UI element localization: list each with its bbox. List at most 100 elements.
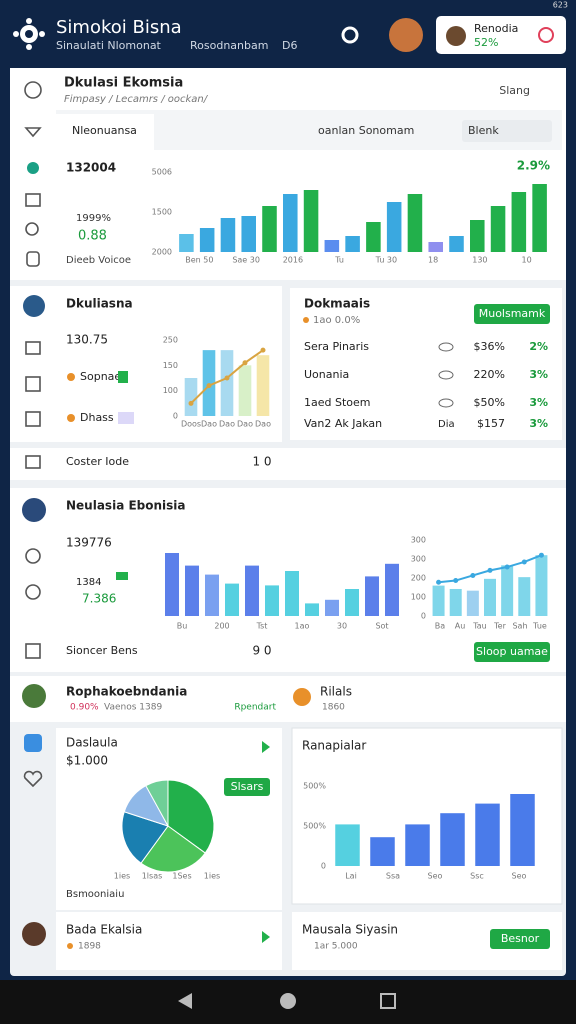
button-label[interactable]: Sloop uamae bbox=[476, 645, 548, 658]
label[interactable]: Rosodnanbam bbox=[190, 39, 268, 52]
x-label: Ssc bbox=[470, 872, 484, 881]
pie-slice bbox=[121, 811, 169, 864]
home-button[interactable] bbox=[280, 993, 296, 1009]
bar bbox=[518, 577, 531, 616]
pie-slice bbox=[145, 779, 169, 827]
line-point bbox=[242, 360, 248, 366]
table-cell: Dia bbox=[438, 419, 455, 430]
button-label[interactable]: Besnor bbox=[501, 932, 540, 945]
bar bbox=[385, 563, 399, 616]
bar bbox=[165, 553, 179, 616]
x-label: 1ao bbox=[295, 622, 310, 631]
bar bbox=[303, 190, 319, 252]
y-label: 2000 bbox=[152, 248, 172, 257]
label: 1898 bbox=[78, 942, 101, 952]
table-cell: Sera Pinaris bbox=[304, 340, 369, 353]
avatar bbox=[22, 684, 46, 708]
bar bbox=[511, 192, 527, 252]
y-label: 5006 bbox=[152, 168, 172, 177]
nav-icon[interactable] bbox=[24, 81, 42, 99]
play-icon[interactable] bbox=[262, 741, 270, 753]
bar bbox=[470, 220, 485, 252]
bar bbox=[475, 803, 500, 866]
power-icon[interactable] bbox=[538, 27, 554, 43]
button-label[interactable]: Muolsmamk bbox=[479, 307, 546, 320]
bar bbox=[345, 236, 360, 252]
nav-icon[interactable] bbox=[25, 455, 41, 469]
bar bbox=[225, 583, 239, 616]
bar bbox=[335, 824, 360, 866]
label: Vaenos 1389 bbox=[104, 703, 162, 713]
nav-icon[interactable] bbox=[23, 770, 43, 788]
y-label: 0 bbox=[421, 612, 426, 621]
bar bbox=[265, 585, 279, 616]
button[interactable] bbox=[474, 304, 550, 324]
nav-icon[interactable] bbox=[25, 584, 41, 600]
nav-icon[interactable] bbox=[25, 643, 41, 659]
tab[interactable] bbox=[56, 114, 154, 150]
bar bbox=[262, 206, 277, 252]
label: Dieeb Voicoe bbox=[66, 255, 131, 266]
card-title: Bada Ekalsia bbox=[66, 923, 142, 937]
button[interactable] bbox=[474, 642, 550, 662]
bar bbox=[407, 194, 423, 252]
label: 1999% bbox=[76, 213, 111, 224]
label[interactable]: oanlan Sonomam bbox=[318, 124, 414, 137]
label: Sinaulati Nlomonat bbox=[56, 39, 162, 52]
settings-icon[interactable] bbox=[341, 26, 359, 44]
x-label: 1Ses bbox=[172, 872, 191, 881]
label[interactable]: Slang bbox=[499, 84, 530, 97]
line-point bbox=[436, 579, 442, 585]
nav-icon[interactable] bbox=[25, 193, 41, 207]
x-label: 30 bbox=[337, 622, 347, 631]
bar bbox=[449, 588, 462, 616]
legend-label: Sopnae bbox=[80, 370, 121, 383]
x-label: Ter bbox=[493, 622, 506, 631]
line-point bbox=[453, 578, 459, 584]
bar bbox=[345, 589, 359, 616]
card-title: Dokmaais bbox=[304, 297, 370, 311]
back-button[interactable] bbox=[178, 993, 192, 1009]
nav-icon[interactable] bbox=[25, 341, 41, 355]
button-label[interactable]: Slsars bbox=[231, 780, 264, 793]
legend-label: Dhass bbox=[80, 411, 114, 424]
status-dot bbox=[303, 317, 309, 323]
bar bbox=[428, 242, 443, 252]
label: 1ar 5.000 bbox=[314, 942, 358, 952]
nav-icon[interactable] bbox=[24, 127, 42, 138]
avatar[interactable] bbox=[389, 18, 423, 52]
nav-icon[interactable] bbox=[25, 222, 39, 236]
bar bbox=[245, 565, 259, 616]
nav-icon[interactable] bbox=[27, 162, 39, 174]
table-cell: 2% bbox=[529, 340, 548, 353]
row[interactable] bbox=[10, 448, 566, 480]
button[interactable] bbox=[224, 778, 270, 796]
filter-box[interactable] bbox=[462, 120, 552, 142]
bar bbox=[510, 794, 535, 866]
bar bbox=[449, 236, 464, 252]
profile-avatar bbox=[446, 26, 466, 46]
label: 139776 bbox=[66, 536, 112, 550]
bar bbox=[241, 216, 256, 252]
label: D6 bbox=[282, 39, 297, 52]
profile-card[interactable] bbox=[436, 16, 566, 54]
nav-icon[interactable] bbox=[25, 411, 41, 427]
label[interactable]: Blenk bbox=[468, 124, 499, 137]
label: 1 0 bbox=[252, 455, 271, 469]
x-label: Sah bbox=[512, 622, 527, 631]
legend-chip bbox=[116, 572, 128, 580]
x-label: Dao bbox=[201, 420, 217, 429]
label[interactable]: Rpendart bbox=[234, 703, 276, 713]
row[interactable] bbox=[10, 676, 566, 722]
label[interactable]: Nleonuansa bbox=[72, 124, 137, 137]
play-icon[interactable] bbox=[262, 931, 270, 943]
nav-icon[interactable] bbox=[25, 376, 41, 392]
nav-icon[interactable] bbox=[25, 548, 41, 564]
bar bbox=[205, 574, 219, 616]
bar bbox=[184, 378, 198, 416]
nav-icon[interactable] bbox=[26, 251, 40, 267]
nav-icon[interactable] bbox=[24, 734, 42, 752]
button[interactable] bbox=[490, 929, 550, 949]
recents-button[interactable] bbox=[380, 993, 396, 1009]
